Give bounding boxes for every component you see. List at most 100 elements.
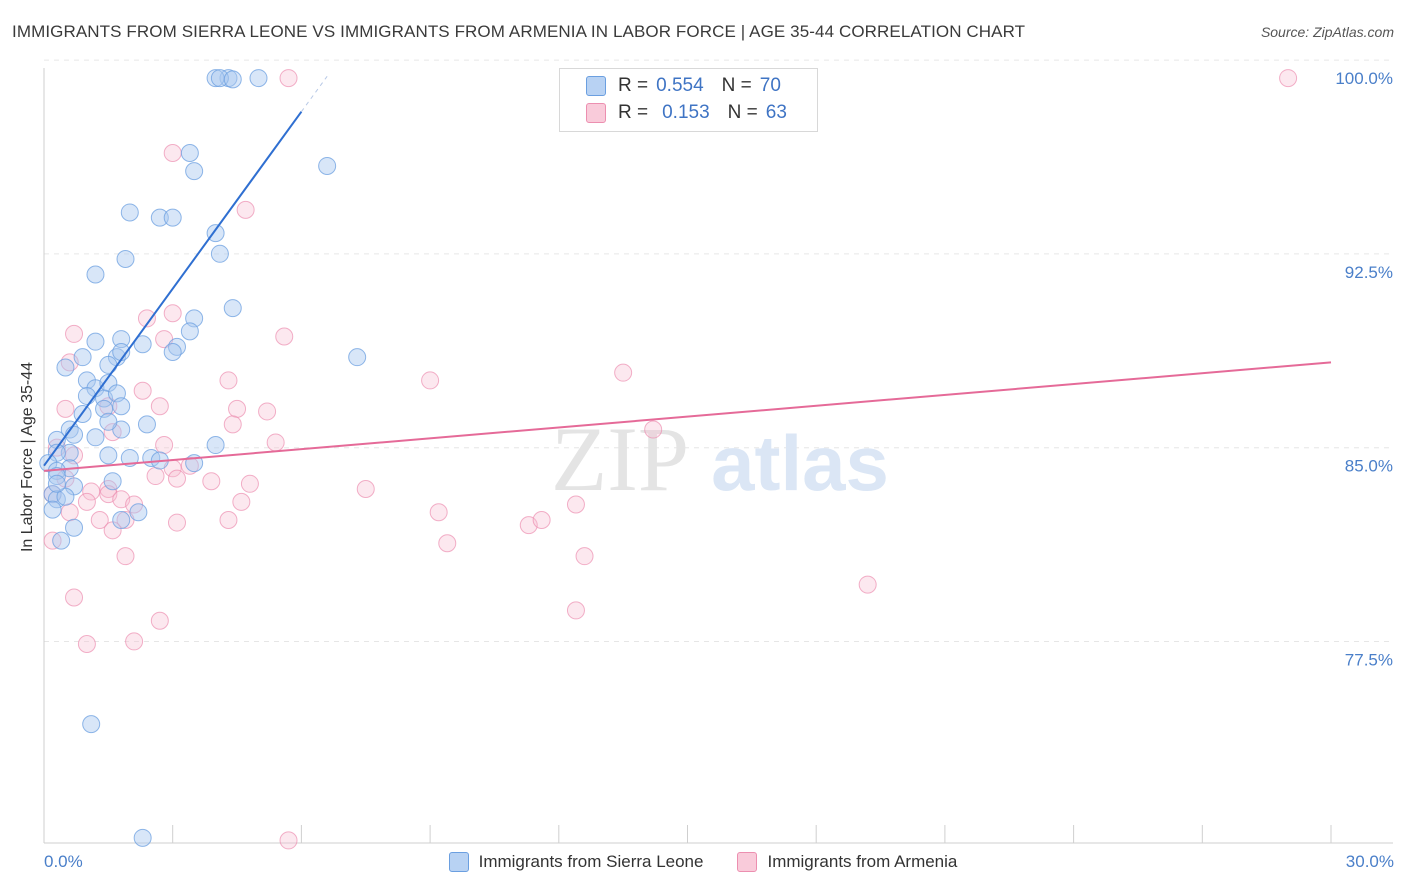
point-armenia [232, 492, 251, 511]
n-label: N = [721, 75, 752, 96]
point-armenia [116, 547, 135, 566]
legend-row-armenia: R = 0.153 N = 63 [586, 102, 787, 124]
point-armenia [219, 510, 238, 529]
point-armenia [163, 144, 182, 163]
point-sierra-leone [206, 436, 225, 455]
point-sierra-leone [185, 162, 204, 181]
point-sierra-leone [223, 70, 242, 89]
point-armenia [566, 495, 585, 514]
r-value: 0.153 [662, 102, 710, 123]
point-sierra-leone [163, 343, 182, 362]
point-armenia [125, 632, 144, 651]
legend-label-armenia: Immigrants from Armenia [767, 852, 958, 871]
point-armenia [614, 363, 633, 382]
point-sierra-leone [65, 518, 84, 537]
grid-lines [44, 59, 1393, 643]
point-armenia [279, 69, 298, 88]
point-armenia [858, 575, 877, 594]
point-sierra-leone [52, 531, 71, 550]
point-armenia [146, 467, 165, 486]
point-armenia [421, 371, 440, 390]
point-sierra-leone [112, 330, 131, 349]
point-sierra-leone [82, 715, 101, 734]
legend-item-sierra-leone: Immigrants from Sierra Leone [448, 852, 704, 872]
point-sierra-leone [120, 203, 139, 222]
legend-swatch-blue [448, 852, 469, 872]
point-sierra-leone [210, 244, 229, 263]
watermark-zip: ZIP [551, 408, 689, 510]
legend-row-sierra-leone: R = 0.554 N = 70 [586, 75, 781, 97]
n-label: N = [727, 102, 758, 123]
point-armenia [167, 469, 186, 488]
point-sierra-leone [129, 503, 148, 522]
point-sierra-leone [348, 348, 367, 367]
trend-line-sierra-leone [43, 111, 303, 467]
point-sierra-leone [210, 69, 229, 88]
point-sierra-leone [150, 208, 169, 227]
point-armenia [240, 474, 259, 493]
point-armenia [77, 635, 96, 654]
point-armenia [275, 327, 294, 346]
point-sierra-leone [65, 425, 84, 444]
point-sierra-leone [47, 467, 66, 486]
source-label: Source: ZipAtlas.com [1260, 24, 1394, 40]
trend-line-armenia [43, 361, 1332, 472]
point-armenia [1279, 69, 1298, 88]
point-armenia [223, 415, 242, 434]
point-armenia [532, 510, 551, 529]
point-sierra-leone [120, 448, 139, 467]
point-armenia [644, 420, 663, 439]
point-armenia [137, 309, 156, 328]
point-armenia [575, 547, 594, 566]
point-armenia [236, 200, 255, 219]
point-sierra-leone [112, 397, 131, 416]
point-armenia [65, 588, 84, 607]
point-sierra-leone [116, 249, 135, 268]
point-armenia [77, 492, 96, 511]
point-armenia [60, 503, 79, 522]
x-axis-min-label: 0.0% [44, 852, 83, 871]
point-sierra-leone [73, 348, 92, 367]
point-armenia [266, 433, 285, 452]
point-sierra-leone [133, 335, 152, 354]
point-armenia [202, 472, 221, 491]
point-sierra-leone [318, 156, 337, 175]
point-armenia [90, 510, 109, 529]
point-armenia [279, 831, 298, 850]
point-sierra-leone [133, 828, 152, 847]
point-armenia [566, 601, 585, 620]
trend-lines [43, 75, 1332, 472]
point-sierra-leone [249, 69, 268, 88]
point-sierra-leone [56, 487, 75, 506]
point-sierra-leone [223, 299, 242, 318]
legend-swatch-pink [737, 852, 758, 872]
point-sierra-leone [180, 322, 199, 341]
point-sierra-leone [47, 474, 66, 493]
point-sierra-leone [86, 265, 105, 284]
point-armenia [258, 402, 277, 421]
point-armenia [150, 611, 169, 630]
legend-item-armenia: Immigrants from Armenia [737, 852, 957, 872]
y-tick-labels: 77.5% 85.0% 92.5% 100.0% [1335, 69, 1393, 669]
point-sierra-leone [77, 386, 96, 405]
r-label: R = [618, 102, 649, 123]
x-axis-max-label: 30.0% [1345, 852, 1394, 871]
chart-title: IMMIGRANTS FROM SIERRA LEONE VS IMMIGRAN… [12, 22, 1026, 41]
point-armenia [82, 482, 101, 501]
point-sierra-leone [86, 428, 105, 447]
watermark-atlas: atlas [711, 419, 889, 507]
point-sierra-leone [112, 510, 131, 529]
legend-label-sierra-leone: Immigrants from Sierra Leone [478, 852, 704, 871]
point-sierra-leone [99, 412, 118, 431]
series-legend: Immigrants from Sierra Leone Immigrants … [0, 852, 1406, 872]
point-sierra-leone [180, 144, 199, 163]
point-sierra-leone [99, 355, 118, 374]
point-sierra-leone [43, 500, 62, 519]
legend-swatch-blue [586, 76, 606, 96]
point-armenia [56, 399, 75, 418]
correlation-legend: R = 0.554 N = 70 R = 0.153 N = 63 [559, 68, 818, 132]
y-tick-label: 100.0% [1335, 69, 1393, 88]
point-sierra-leone [60, 443, 79, 462]
point-armenia [438, 534, 457, 553]
